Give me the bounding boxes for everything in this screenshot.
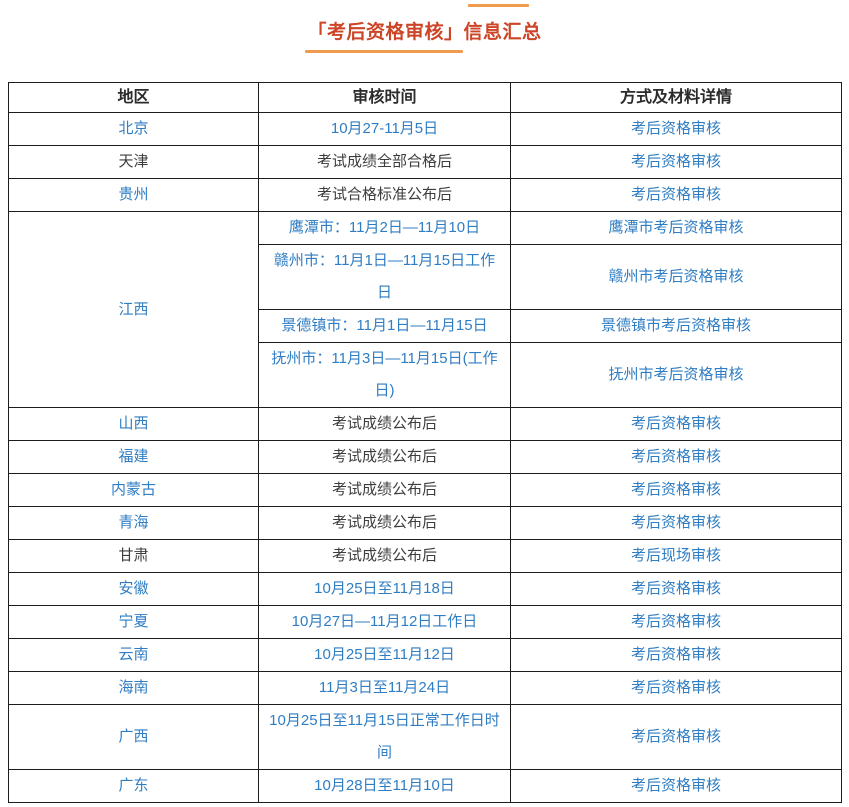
region-cell[interactable]: 内蒙古 <box>8 473 259 507</box>
table-row: 山西 考试成绩公布后 考后资格审核 <box>8 407 842 441</box>
time-cell: 考试成绩公布后 <box>258 473 511 507</box>
region-cell[interactable]: 福建 <box>8 440 259 474</box>
method-cell[interactable]: 抚州市考后资格审核 <box>510 342 842 408</box>
table-row: 青海 考试成绩公布后 考后资格审核 <box>8 506 842 540</box>
method-cell[interactable]: 考后资格审核 <box>510 112 842 146</box>
method-cell[interactable]: 考后资格审核 <box>510 572 842 606</box>
table-row: 天津 考试成绩全部合格后 考后资格审核 <box>8 145 842 179</box>
table-row: 抚州市：11月3日—11月15日(工作日) 抚州市考后资格审核 <box>9 342 842 408</box>
region-cell[interactable]: 海南 <box>8 671 259 705</box>
method-cell[interactable]: 考后资格审核 <box>510 407 842 441</box>
region-cell: 甘肃 <box>8 539 259 573</box>
time-cell[interactable]: 赣州市：11月1日—11月15日工作日 <box>258 244 511 310</box>
time-cell[interactable]: 10月25日至11月15日正常工作日时间 <box>258 704 511 770</box>
time-cell[interactable]: 11月3日至11月24日 <box>258 671 511 705</box>
method-cell[interactable]: 考后资格审核 <box>510 506 842 540</box>
summary-table: 地区 审核时间 方式及材料详情 北京 10月27-11月5日 考后资格审核 天津 考试成绩全… <box>8 82 842 803</box>
region-cell[interactable]: 江西 <box>8 211 259 408</box>
table-row: 广西 10月25日至11月15日正常工作日时间 考后资格审核 <box>8 704 842 770</box>
time-cell[interactable]: 10月25日至11月18日 <box>258 572 511 606</box>
region-cell[interactable]: 云南 <box>8 638 259 672</box>
region-cell[interactable]: 广东 <box>8 769 259 803</box>
table-row: 海南 11月3日至11月24日 考后资格审核 <box>8 671 842 705</box>
time-cell: 考试成绩公布后 <box>258 506 511 540</box>
column-header: 审核时间 <box>258 82 511 113</box>
table-row: 福建 考试成绩公布后 考后资格审核 <box>8 440 842 474</box>
time-cell: 考试成绩公布后 <box>258 539 511 573</box>
time-cell[interactable]: 抚州市：11月3日—11月15日(工作日) <box>258 342 511 408</box>
method-cell[interactable]: 考后资格审核 <box>510 769 842 803</box>
method-cell[interactable]: 考后资格审核 <box>510 473 842 507</box>
method-cell[interactable]: 考后资格审核 <box>510 704 842 770</box>
table-row: 安徽 10月25日至11月18日 考后资格审核 <box>8 572 842 606</box>
time-cell[interactable]: 10月28日至11月10日 <box>258 769 511 803</box>
region-cell[interactable]: 宁夏 <box>8 605 259 639</box>
table-row: 宁夏 10月27日—11月12日工作日 考后资格审核 <box>8 605 842 639</box>
method-cell[interactable]: 考后资格审核 <box>510 440 842 474</box>
region-cell[interactable]: 北京 <box>8 112 259 146</box>
title-decoration-dash-top <box>468 4 529 7</box>
method-cell[interactable]: 考后资格审核 <box>510 605 842 639</box>
method-cell[interactable]: 考后现场审核 <box>510 539 842 573</box>
region-cell[interactable]: 广西 <box>8 704 259 770</box>
method-cell[interactable]: 赣州市考后资格审核 <box>510 244 842 310</box>
method-cell[interactable]: 景德镇市考后资格审核 <box>510 309 842 343</box>
time-cell: 考试合格标准公布后 <box>258 178 511 212</box>
column-header: 方式及材料详情 <box>510 82 842 113</box>
table-row: 江西 鹰潭市：11月2日—11月10日 鹰潭市考后资格审核 <box>8 211 842 408</box>
region-cell[interactable]: 山西 <box>8 407 259 441</box>
time-cell[interactable]: 10月27-11月5日 <box>258 112 511 146</box>
method-cell[interactable]: 考后资格审核 <box>510 638 842 672</box>
time-cell[interactable]: 10月25日至11月12日 <box>258 638 511 672</box>
region-cell: 天津 <box>8 145 259 179</box>
region-cell[interactable]: 安徽 <box>8 572 259 606</box>
method-cell[interactable]: 考后资格审核 <box>510 145 842 179</box>
table-header-row: 地区 审核时间 方式及材料详情 <box>8 82 842 113</box>
column-header: 地区 <box>8 82 259 113</box>
table-row: 云南 10月25日至11月12日 考后资格审核 <box>8 638 842 672</box>
title-decoration-dash-bottom <box>305 50 463 53</box>
title-section: 「考后资格审核」信息汇总 <box>0 0 849 82</box>
table-row: 广东 10月28日至11月10日 考后资格审核 <box>8 769 842 803</box>
time-cell[interactable]: 10月27日—11月12日工作日 <box>258 605 511 639</box>
time-cell: 考试成绩公布后 <box>258 407 511 441</box>
table-row: 贵州 考试合格标准公布后 考后资格审核 <box>8 178 842 212</box>
table-row: 赣州市：11月1日—11月15日工作日 赣州市考后资格审核 <box>9 244 842 310</box>
page-title: 「考后资格审核」信息汇总 <box>307 22 542 43</box>
time-cell: 考试成绩公布后 <box>258 440 511 474</box>
method-cell[interactable]: 考后资格审核 <box>510 671 842 705</box>
time-cell: 考试成绩全部合格后 <box>258 145 511 179</box>
region-cell[interactable]: 贵州 <box>8 178 259 212</box>
table-row: 甘肃 考试成绩公布后 考后现场审核 <box>8 539 842 573</box>
time-cell[interactable]: 景德镇市：11月1日—11月15日 <box>258 309 511 343</box>
method-cell[interactable]: 鹰潭市考后资格审核 <box>510 211 842 245</box>
table-body: 北京 10月27-11月5日 考后资格审核 天津 考试成绩全部合格后 考后资格审核 贵州 考试… <box>8 112 842 803</box>
time-cell[interactable]: 鹰潭市：11月2日—11月10日 <box>258 211 511 245</box>
table-row: 北京 10月27-11月5日 考后资格审核 <box>8 112 842 146</box>
method-cell[interactable]: 考后资格审核 <box>510 178 842 212</box>
table-row: 景德镇市：11月1日—11月15日 景德镇市考后资格审核 <box>9 309 842 343</box>
table-row: 内蒙古 考试成绩公布后 考后资格审核 <box>8 473 842 507</box>
region-cell[interactable]: 青海 <box>8 506 259 540</box>
